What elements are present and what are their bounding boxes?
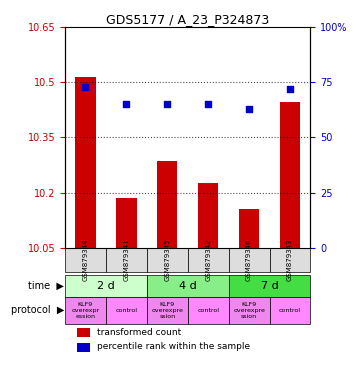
Text: GSM879346: GSM879346 (246, 239, 252, 281)
Title: GDS5177 / A_23_P324873: GDS5177 / A_23_P324873 (106, 13, 269, 26)
Bar (75, 76, 96, 248)
FancyBboxPatch shape (106, 248, 147, 272)
Text: 2 d: 2 d (97, 281, 115, 291)
Text: 4 d: 4 d (179, 281, 197, 291)
FancyBboxPatch shape (147, 275, 229, 297)
FancyBboxPatch shape (188, 248, 229, 272)
Point (287, 86, 293, 92)
Text: percentile rank within the sample: percentile rank within the sample (97, 342, 250, 351)
Text: KLF9
overexpr
ession: KLF9 overexpr ession (71, 302, 100, 319)
Text: time  ▶: time ▶ (28, 281, 64, 291)
FancyBboxPatch shape (229, 275, 310, 297)
Text: KLF9
overexpre
ssion: KLF9 overexpre ssion (233, 302, 265, 319)
Text: control: control (279, 308, 301, 313)
Text: protocol  ▶: protocol ▶ (11, 305, 64, 315)
FancyBboxPatch shape (106, 297, 147, 324)
Bar (77, 328, 90, 337)
Text: GSM879342: GSM879342 (205, 239, 211, 281)
FancyBboxPatch shape (229, 297, 270, 324)
Bar (239, 209, 259, 248)
FancyBboxPatch shape (270, 248, 310, 272)
Bar (198, 183, 218, 248)
FancyBboxPatch shape (65, 297, 106, 324)
Point (123, 101, 129, 107)
Point (83, 83, 88, 89)
Text: control: control (197, 308, 219, 313)
FancyBboxPatch shape (65, 275, 147, 297)
Point (205, 101, 211, 107)
Bar (280, 103, 300, 248)
Bar (116, 198, 136, 248)
FancyBboxPatch shape (147, 248, 188, 272)
Text: GSM879343: GSM879343 (287, 239, 293, 281)
Point (246, 106, 252, 112)
Text: control: control (116, 308, 137, 313)
Bar (77, 343, 90, 352)
Text: 7 d: 7 d (261, 281, 278, 291)
Text: KLF9
overexpre
ssion: KLF9 overexpre ssion (151, 302, 183, 319)
FancyBboxPatch shape (229, 248, 270, 272)
Point (164, 101, 170, 107)
Text: GSM879345: GSM879345 (164, 239, 170, 281)
Text: GSM879341: GSM879341 (123, 239, 129, 281)
FancyBboxPatch shape (65, 248, 106, 272)
Text: transformed count: transformed count (97, 328, 181, 337)
Text: GSM879344: GSM879344 (82, 239, 88, 281)
FancyBboxPatch shape (270, 297, 310, 324)
FancyBboxPatch shape (188, 297, 229, 324)
FancyBboxPatch shape (147, 297, 188, 324)
Bar (157, 161, 178, 248)
